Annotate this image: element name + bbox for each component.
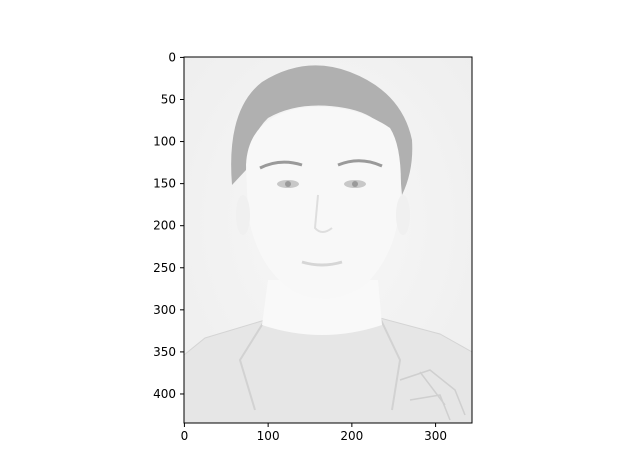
left-ear [236,195,250,235]
neck [262,280,382,335]
y-tick-label: 150 [153,177,176,191]
y-tick-label: 0 [168,50,176,64]
x-tick-label: 0 [181,429,189,443]
mouth [301,260,343,267]
left-eyebrow [259,160,303,170]
y-axis: 0 50 100 150 200 250 300 350 400 [153,50,184,401]
hair [231,65,413,195]
y-tick-label: 300 [153,303,176,317]
x-tick-label: 200 [340,429,363,443]
x-tick-label: 300 [424,429,447,443]
y-tick-label: 350 [153,345,176,359]
x-tick-label: 100 [257,429,280,443]
right-eyebrow [337,159,383,168]
x-axis: 0 100 200 300 [181,423,447,443]
axes-frame [183,56,473,424]
right-pupil [352,181,358,187]
y-tick-label: 100 [153,135,176,149]
collar-left [238,319,266,411]
collar-right [379,317,402,411]
shirt-pattern [399,369,466,421]
nose [313,194,333,233]
y-tick-label: 50 [161,92,176,106]
y-tick-label: 200 [153,219,176,233]
y-tick-label: 400 [153,387,176,401]
right-ear [396,195,410,235]
y-tick-label: 250 [153,261,176,275]
portrait-image [184,57,472,423]
shirt [184,317,472,423]
left-pupil [285,181,291,187]
face [246,106,401,299]
